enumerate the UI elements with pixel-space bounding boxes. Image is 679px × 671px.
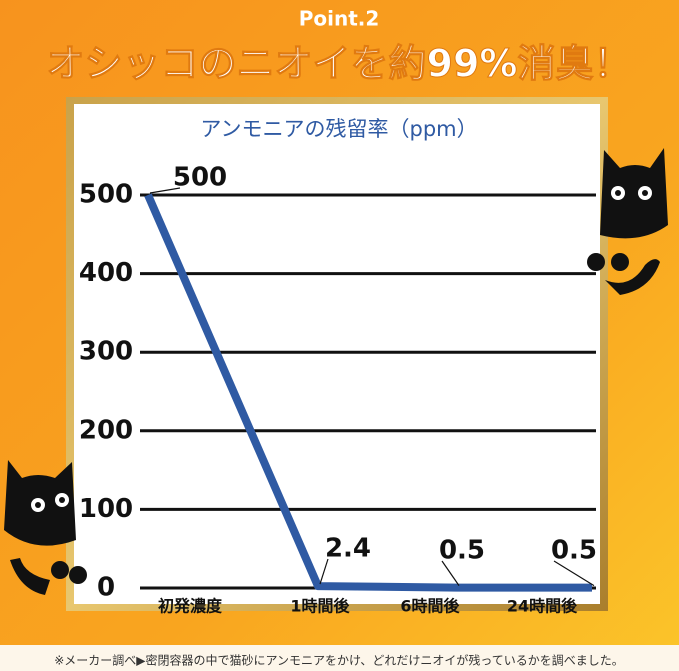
- y-tick-label: 400: [79, 258, 133, 288]
- footnote: ※メーカー調べ▶密閉容器の中で猫砂にアンモニアをかけ、どれだけニオイが残っている…: [54, 653, 624, 668]
- chart-title: アンモニアの残留率（ppm）: [200, 117, 477, 141]
- value-label: 2.4: [325, 534, 371, 564]
- point-label: Point.2: [299, 7, 380, 31]
- value-label: 500: [173, 163, 227, 193]
- label-leader: [441, 560, 460, 586]
- data-line: [144, 193, 592, 592]
- headline: オシッコのニオイを約99%消臭！: [47, 42, 632, 86]
- x-tick-label: 6時間後: [400, 597, 460, 616]
- chart-panel: [74, 104, 600, 604]
- x-tick-label: 初発濃度: [158, 597, 223, 616]
- cat-left: [4, 460, 87, 595]
- label-leader: [149, 187, 181, 194]
- footer-band: [0, 645, 679, 671]
- x-tick-label: 24時間後: [507, 597, 578, 616]
- y-tick-label: 500: [79, 180, 133, 210]
- y-tick-label: 300: [79, 337, 133, 367]
- y-tick-label: 0: [97, 573, 115, 603]
- value-label: 0.5: [439, 536, 485, 566]
- value-label: 0.5: [551, 536, 597, 566]
- x-tick-label: 1時間後: [290, 597, 350, 616]
- label-leader: [319, 558, 329, 585]
- y-tick-label: 200: [79, 415, 133, 445]
- y-tick-label: 100: [79, 494, 133, 524]
- cat-right: [587, 148, 668, 295]
- label-leader: [553, 560, 595, 587]
